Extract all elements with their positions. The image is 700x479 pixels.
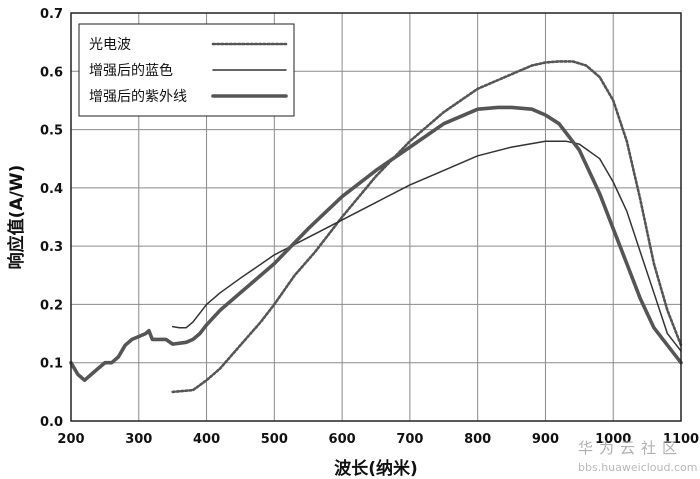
x-tick-label: 500	[261, 432, 288, 447]
x-tick-label: 900	[532, 432, 559, 447]
plot-frame	[70, 12, 682, 422]
x-tick-label: 1100	[663, 432, 699, 447]
y-tick-label: 0.4	[40, 182, 63, 197]
y-tick-label: 0.6	[40, 65, 63, 80]
watermark-sub: bbs.huaweicloud.com	[578, 461, 697, 474]
series-line-2	[171, 140, 682, 352]
series-layer	[69, 60, 683, 394]
legend-label-3: 增强后的紫外线	[89, 89, 187, 105]
watermark-main: 华为云社区	[578, 439, 683, 457]
legend-label-1: 光电波	[89, 37, 131, 53]
y-tick-label: 0.2	[40, 298, 63, 313]
y-tick-label: 0.7	[40, 7, 63, 22]
x-tick-label: 200	[57, 432, 84, 447]
x-tick-label: 400	[193, 432, 220, 447]
series-line-3	[69, 105, 683, 382]
tick-labels: 200 300 400 500 600 700 800 900 1000 1100 0.0 0.1 0.…	[40, 7, 699, 447]
x-tick-label: 300	[125, 432, 152, 447]
y-tick-label: 0.5	[40, 124, 63, 139]
series-line-1	[171, 60, 683, 394]
y-tick-label: 0.1	[40, 357, 63, 372]
x-tick-label: 600	[329, 432, 356, 447]
x-tick-label: 800	[464, 432, 491, 447]
y-tick-label: 0.0	[40, 415, 63, 430]
x-axis-title: 波长(纳米)	[334, 458, 418, 479]
x-tick-label: 1000	[595, 432, 631, 447]
legend-label-2: 增强后的蓝色	[89, 62, 173, 79]
y-axis-title: 响应值(A/W)	[6, 165, 27, 270]
y-tick-label: 0.3	[40, 240, 63, 255]
x-tick-label: 700	[396, 432, 423, 447]
